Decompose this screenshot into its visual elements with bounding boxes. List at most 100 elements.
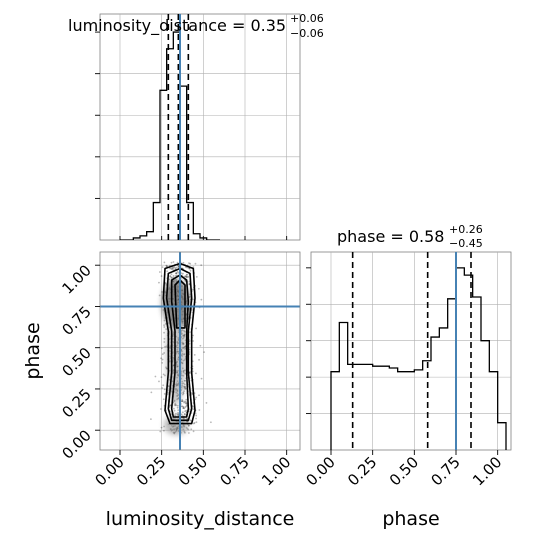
joint-scatter-point: [169, 275, 172, 278]
y-axis-label-phase: phase: [22, 322, 44, 379]
joint-scatter-point: [190, 428, 193, 431]
joint-scatter-point: [162, 384, 165, 387]
joint-scatter-point: [160, 376, 163, 379]
joint-scatter-point: [182, 405, 185, 408]
hist-phase-ticks: [306, 267, 499, 455]
joint-scatter-point: [166, 265, 168, 268]
joint-scatter-point: [160, 357, 162, 360]
joint-scatter-point: [177, 409, 180, 412]
joint-scatter-point: [194, 262, 197, 265]
joint-scatter-point: [185, 276, 187, 278]
joint-scatter-point: [188, 267, 191, 270]
joint-scatter-point: [182, 391, 185, 394]
joint-scatter-point: [170, 277, 173, 279]
title-luminosity-distance-minus: −0.06: [290, 27, 324, 40]
joint-scatter-point: [172, 261, 175, 263]
x-tick-label-phase-2: 0.50: [386, 453, 422, 489]
joint-scatter-point: [164, 374, 166, 377]
joint-scatter-point: [168, 267, 171, 270]
joint-scatter-point: [180, 405, 183, 408]
joint-scatter-point: [198, 394, 200, 397]
joint-scatter-point: [183, 383, 186, 386]
joint-scatter-point: [174, 272, 177, 275]
joint-scatter-point: [184, 400, 187, 403]
joint-ticks: [95, 264, 288, 455]
joint-scatter-point: [184, 410, 186, 413]
joint-scatter-point: [161, 361, 164, 364]
joint-scatter-point: [184, 387, 187, 390]
joint-contour-3: [174, 279, 186, 329]
joint-scatter-point: [195, 417, 197, 420]
y-tick-label-phase-3: 0.75: [58, 303, 94, 339]
joint-scatter-point: [190, 391, 193, 394]
x-axis-label-luminosity-distance: luminosity_distance: [106, 508, 295, 530]
joint-scatter-point: [161, 387, 164, 389]
joint-scatter-point: [197, 287, 200, 290]
joint-scatter-point: [182, 392, 185, 395]
joint-scatter-point: [184, 401, 187, 404]
joint-scatter-point: [188, 432, 190, 434]
joint-scatter-point: [162, 429, 165, 432]
joint-scatter-point: [180, 400, 183, 403]
joint-scatter-point: [185, 398, 188, 401]
joint-scatter-point: [192, 334, 194, 337]
hist-luminosity-distance-panel: [95, 13, 301, 241]
joint-scatter-point: [176, 406, 179, 409]
joint-scatter-point: [182, 407, 185, 409]
joint-scatter-point: [200, 377, 203, 380]
joint-scatter-point: [188, 283, 191, 286]
joint-scatter-point: [176, 413, 179, 416]
hist-luminosity-distance-frame: [99, 13, 301, 241]
joint-contours: [162, 262, 196, 425]
hist-luminosity-distance-steps: [120, 31, 220, 240]
joint-scatter-point: [163, 324, 165, 327]
joint-scatter-point: [189, 295, 191, 298]
joint-scatter-point: [163, 352, 166, 354]
joint-scatter-point: [159, 408, 162, 410]
joint-scatter-point: [183, 401, 186, 404]
joint-scatter-point: [161, 291, 163, 293]
joint-scatter-point: [163, 388, 166, 391]
joint-scatter-point: [176, 404, 179, 407]
joint-scatter-point: [198, 358, 200, 361]
y-tick-label-phase-4: 1.00: [58, 261, 94, 297]
joint-scatter-point: [183, 390, 185, 393]
joint-scatter-point: [166, 393, 169, 396]
joint-scatter-point: [183, 407, 186, 410]
joint-scatter-point: [195, 396, 198, 399]
joint-scatter-point: [163, 337, 166, 340]
joint-scatter-point: [209, 421, 212, 424]
joint-scatter-point: [192, 408, 195, 411]
joint-scatter-point: [183, 413, 186, 416]
joint-scatter-point: [184, 275, 187, 277]
title-luminosity-distance: luminosity_distance = 0.35 +0.06 −0.06: [68, 12, 324, 40]
y-tick-labels-phase: 0.00 0.25 0.50 0.75 1.00: [58, 261, 94, 462]
joint-scatter-point: [195, 421, 198, 424]
joint-scatter-point: [170, 267, 172, 270]
joint-scatter-point: [177, 266, 180, 269]
joint-scatter-point: [188, 408, 191, 411]
joint-scatter-point: [170, 261, 173, 264]
x-tick-label-luminosity-distance-1: 0.25: [133, 453, 169, 489]
joint-scatter-point: [150, 418, 152, 421]
joint-scatter-point: [160, 275, 163, 277]
joint-scatter-point: [163, 331, 165, 334]
joint-scatter-point: [195, 372, 197, 375]
joint-scatter-point: [171, 267, 174, 269]
hist-luminosity-distance-grid: [100, 14, 300, 240]
title-phase: phase = 0.58 +0.26 −0.45: [337, 223, 483, 250]
joint-scatter-point: [175, 266, 178, 269]
joint-scatter-point: [172, 407, 175, 410]
joint-scatter-point: [184, 386, 186, 389]
joint-scatter-point: [188, 262, 190, 265]
joint-scatter-point: [185, 275, 188, 278]
x-tick-label-phase-0: 0.00: [302, 453, 338, 489]
joint-scatter-point: [195, 275, 198, 278]
joint-scatter-point: [185, 405, 188, 408]
joint-scatter-point: [185, 409, 188, 412]
joint-scatter-point: [192, 430, 195, 433]
title-luminosity-distance-main: luminosity_distance = 0.35: [68, 16, 286, 36]
joint-scatter-point: [182, 261, 185, 264]
joint-scatter-point: [182, 407, 185, 410]
joint-scatter-point: [187, 428, 190, 431]
